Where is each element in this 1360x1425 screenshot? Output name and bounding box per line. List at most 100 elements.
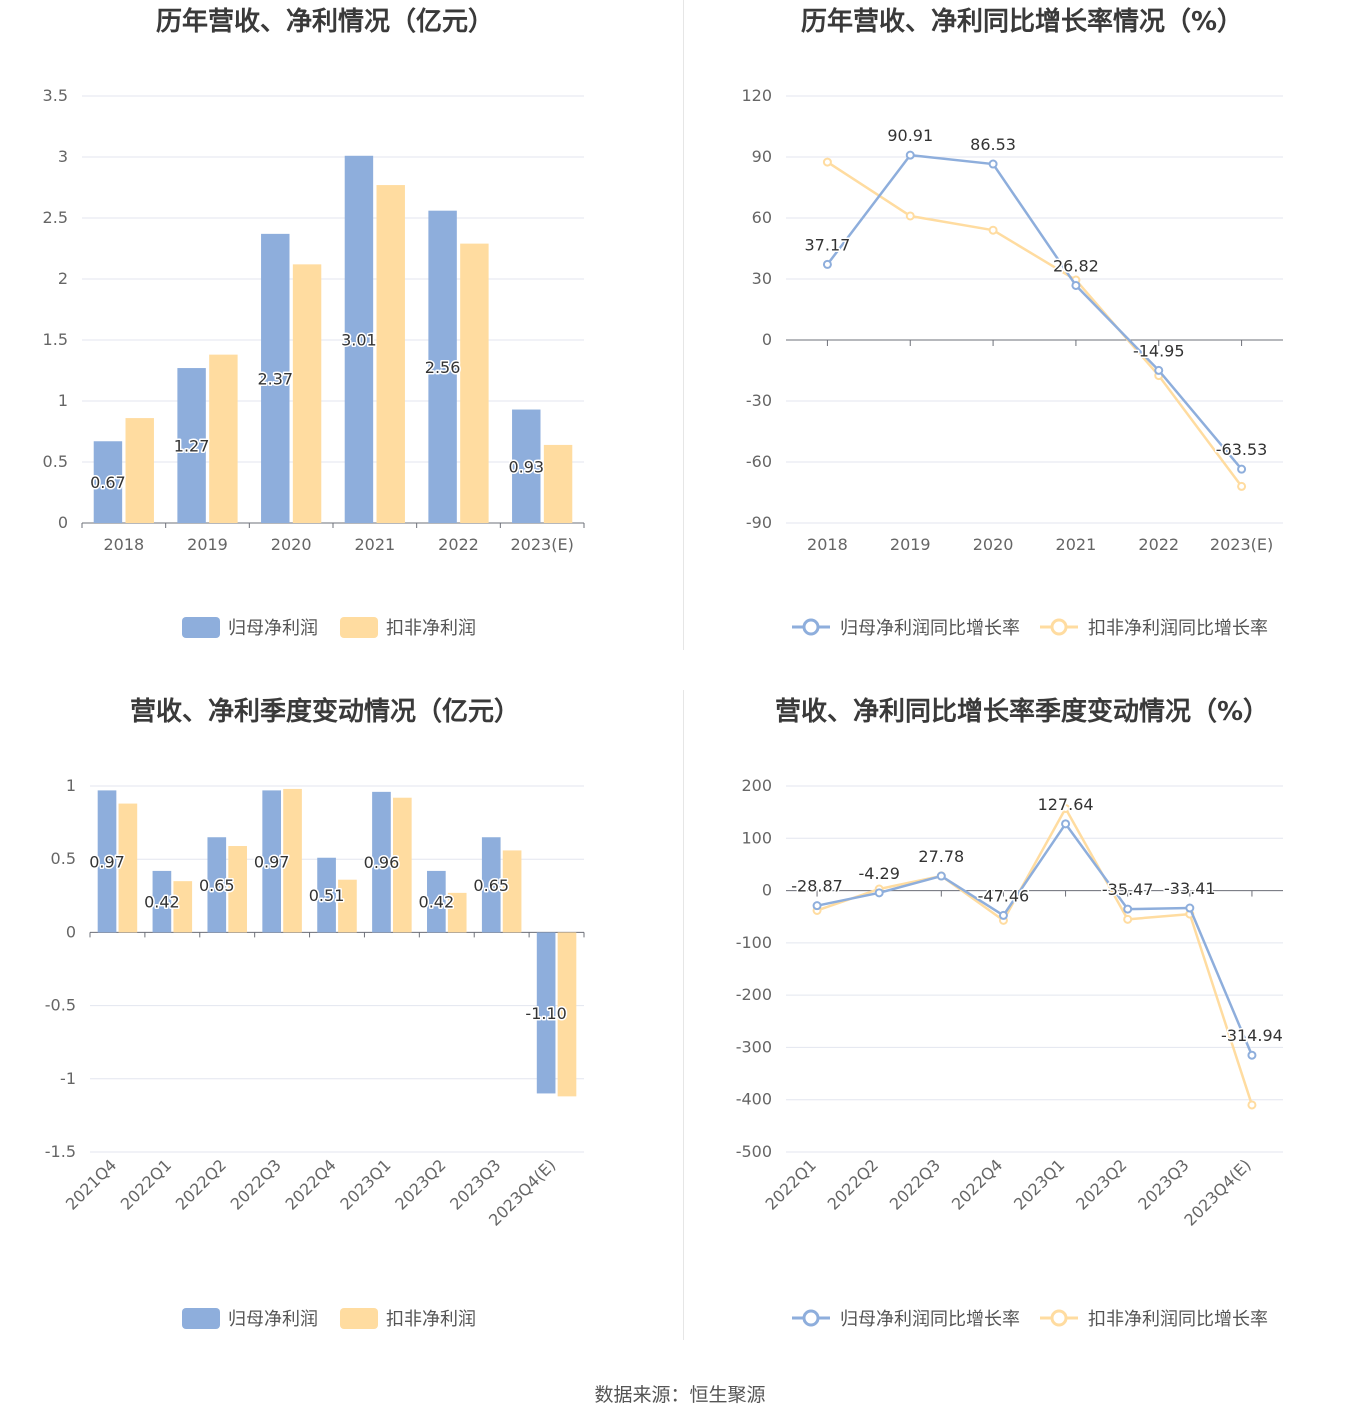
y-tick-label: 0 — [762, 330, 772, 349]
legend-swatch-parent — [182, 617, 220, 638]
point-deducted-growth — [988, 225, 998, 235]
bar-deducted-net-profit — [502, 850, 522, 933]
x-tick-label: 2022Q4 — [281, 1155, 339, 1213]
point-value-label: 86.53 — [970, 135, 1016, 154]
chart-title: 历年营收、净利情况（亿元） — [156, 6, 494, 37]
y-tick-label: -1 — [60, 1069, 76, 1088]
y-tick-label: 0 — [66, 922, 76, 941]
x-tick-label: 2023(E) — [1210, 535, 1273, 554]
annual-growth-chart-panel: 历年营收、净利同比增长率情况（%） -90 -60 -30 0 30 60 90 120 2018… — [680, 0, 1360, 690]
point-parent-growth — [1185, 903, 1195, 913]
x-tick-label: 2022Q3 — [886, 1155, 944, 1213]
point-parent-growth — [1247, 1050, 1257, 1060]
chart-title: 营收、净利季度变动情况（亿元） — [130, 696, 520, 727]
y-tick-label: -500 — [736, 1142, 772, 1161]
source-label: 数据来源： — [594, 1384, 690, 1406]
legend-label: 归母净利润 — [228, 1309, 318, 1330]
point-parent-growth — [1123, 904, 1133, 914]
legend-label: 归母净利润 — [228, 618, 318, 639]
y-tick-label: -200 — [736, 985, 772, 1004]
y-tick-label: 30 — [752, 269, 772, 288]
x-tick-label: 2022 — [438, 535, 479, 554]
annual-profit-chart-panel: 历年营收、净利情况（亿元） 0 0.5 1 1.5 2 2.5 3 3.5 2018 2019 202… — [0, 0, 680, 690]
x-tick-label: 2019 — [187, 535, 228, 554]
y-tick-label: 200 — [741, 776, 772, 795]
bar-deducted-net-profit — [228, 846, 247, 933]
x-tick-label: 2019 — [890, 535, 931, 554]
x-tick-label: 2023Q2 — [391, 1155, 449, 1213]
y-tick-label: -0.5 — [45, 996, 76, 1015]
point-value-label: 27.78 — [918, 847, 964, 866]
point-value-label: -35.47 — [1102, 880, 1154, 899]
x-tick-label: 2023Q1 — [336, 1155, 394, 1213]
bar-deducted-net-profit — [118, 803, 138, 933]
point-value-label: -33.41 — [1164, 879, 1216, 898]
bar-parent-net-profit — [261, 233, 290, 524]
x-tick-label: 2023(E) — [511, 535, 574, 554]
y-tick-label: -400 — [736, 1090, 772, 1109]
y-tick-label: 0 — [762, 881, 772, 900]
x-tick-label: 2023Q3 — [1134, 1155, 1192, 1213]
legend-marker-deducted — [1050, 1309, 1068, 1327]
bar-parent-net-profit — [344, 155, 374, 523]
bar-deducted-net-profit — [376, 185, 405, 523]
annual-profit-chart: 历年营收、净利情况（亿元） 0 0.5 1 1.5 2 2.5 3 3.5 2018 2019 202… — [43, 6, 585, 639]
bar-value-label: 0.67 — [90, 473, 126, 492]
bar-value-label: -1.10 — [525, 1004, 566, 1023]
point-deducted-growth — [1237, 481, 1247, 491]
x-tick-label: 2021 — [354, 535, 395, 554]
bar-deducted-net-profit — [125, 418, 154, 523]
bar-value-label: 0.42 — [419, 893, 455, 912]
y-tick-label: -100 — [736, 933, 772, 952]
y-tick-label: 0 — [58, 513, 68, 532]
bar-deducted-net-profit — [283, 788, 302, 933]
bar-parent-net-profit — [317, 857, 336, 933]
quarterly-profit-chart: 营收、净利季度变动情况（亿元）-1.5-1-0.500.512021Q42022… — [45, 696, 585, 1330]
legend-label: 归母净利润同比增长率 — [840, 618, 1020, 639]
bar-parent-net-profit — [262, 790, 282, 933]
bar-deducted-net-profit — [557, 932, 577, 1097]
y-tick-label: 60 — [752, 208, 772, 227]
x-tick-label: 2020 — [271, 535, 312, 554]
x-tick-label: 2020 — [973, 535, 1014, 554]
bar-parent-net-profit — [536, 932, 556, 1094]
bar-parent-net-profit — [512, 409, 541, 523]
y-tick-label: 100 — [741, 828, 772, 847]
bar-parent-net-profit — [97, 790, 117, 933]
point-parent-growth — [998, 910, 1008, 920]
bar-parent-net-profit — [428, 210, 457, 523]
point-parent-growth — [874, 888, 884, 898]
point-value-label: -14.95 — [1133, 341, 1185, 360]
bar-value-label: 0.65 — [199, 876, 235, 895]
panel-divider-top — [683, 0, 684, 650]
point-parent-growth — [988, 159, 998, 169]
y-tick-label: 2 — [58, 269, 68, 288]
point-value-label: -63.53 — [1216, 440, 1268, 459]
quarterly-growth-chart: 营收、净利同比增长率季度变动情况（%） -500 -400 -300 -200 -100 0… — [736, 696, 1285, 1330]
point-value-label: -314.94 — [1221, 1026, 1283, 1045]
x-tick-label: 2022Q2 — [172, 1155, 230, 1213]
y-tick-label: 1 — [66, 776, 76, 795]
bar-deducted-net-profit — [173, 881, 193, 933]
point-deducted-growth — [822, 157, 832, 167]
x-tick-label: 2018 — [103, 535, 144, 554]
point-deducted-growth — [905, 211, 915, 221]
y-tick-label: 1.5 — [43, 330, 68, 349]
panel-divider-bottom — [683, 690, 684, 1340]
legend-label: 归母净利润同比增长率 — [840, 1309, 1020, 1330]
bar-deducted-net-profit — [543, 444, 573, 523]
bar-value-label: 0.97 — [89, 852, 125, 871]
legend-marker-parent — [802, 1309, 820, 1327]
chart-title: 历年营收、净利同比增长率情况（%） — [801, 6, 1243, 37]
line-deducted-growth — [816, 807, 1254, 1106]
bar-value-label: 0.96 — [364, 853, 400, 872]
bar-deducted-net-profit — [460, 243, 489, 523]
bar-deducted-net-profit — [392, 797, 412, 933]
quarterly-growth-chart-panel: 营收、净利同比增长率季度变动情况（%） -500 -400 -300 -200 -100 0… — [680, 690, 1360, 1380]
point-parent-growth — [1071, 280, 1081, 290]
bar-value-label: 2.56 — [425, 358, 461, 377]
y-tick-label: 1 — [58, 391, 68, 410]
point-parent-growth — [905, 150, 915, 160]
bar-deducted-net-profit — [338, 879, 357, 933]
point-value-label: 26.82 — [1053, 256, 1099, 275]
